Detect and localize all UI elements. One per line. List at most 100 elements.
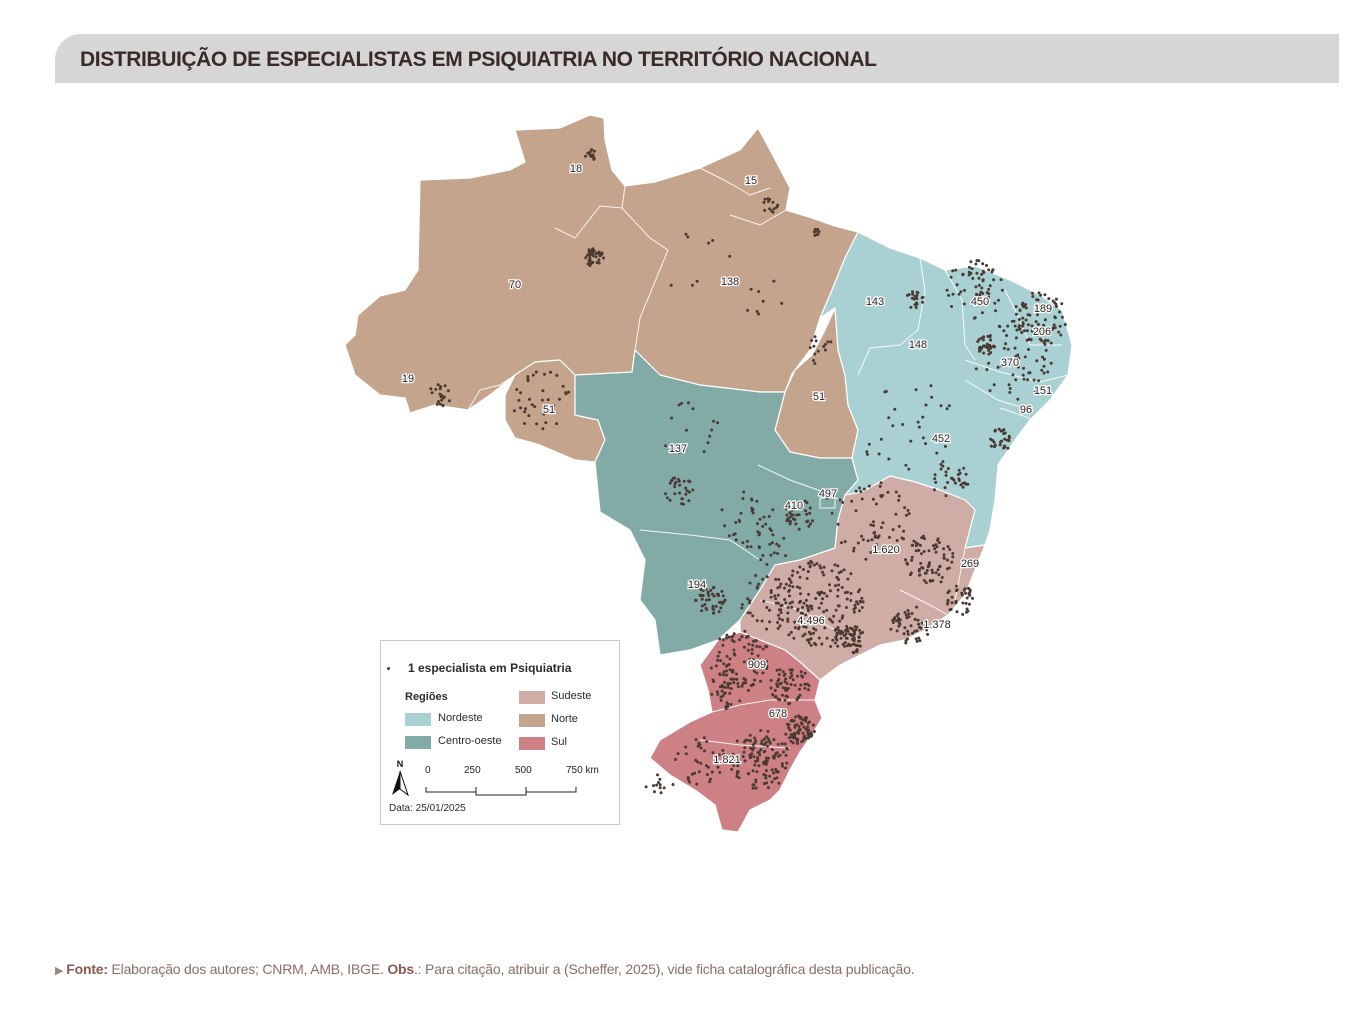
specialist-dot	[822, 573, 826, 577]
specialist-dot	[742, 645, 746, 649]
specialist-dot	[734, 538, 738, 542]
specialist-dot	[951, 292, 955, 296]
specialist-dot	[757, 290, 761, 293]
specialist-dot	[1021, 324, 1025, 328]
specialist-dot	[852, 610, 856, 614]
specialist-dot	[728, 682, 732, 685]
specialist-dot	[817, 606, 821, 610]
scale-tick-250: 250	[464, 765, 481, 776]
obs-label: Obs	[387, 961, 414, 977]
specialist-dot	[940, 576, 944, 579]
specialist-dot	[801, 605, 805, 609]
specialist-dot	[716, 658, 720, 662]
specialist-dot	[839, 570, 843, 574]
specialist-dot	[980, 336, 984, 340]
source-note: ▶ Fonte: Elaboração dos autores; CNRM, AM…	[55, 961, 915, 977]
specialist-dot	[732, 648, 736, 652]
specialist-dot	[597, 250, 601, 254]
specialist-dot	[551, 403, 555, 407]
specialist-dot	[591, 247, 595, 251]
specialist-dot	[699, 761, 703, 765]
specialist-dot	[784, 753, 788, 757]
specialist-dot	[721, 594, 725, 598]
state-count-am: 70	[509, 279, 521, 291]
specialist-dot	[785, 746, 789, 750]
specialist-dot	[761, 577, 765, 581]
specialist-dot	[591, 153, 595, 157]
specialist-dot	[517, 398, 521, 402]
specialist-dot	[669, 283, 673, 287]
specialist-dot	[813, 227, 817, 231]
specialist-dot	[852, 546, 856, 550]
specialist-dot	[591, 254, 595, 258]
specialist-dot	[778, 682, 782, 686]
specialist-dot	[914, 549, 918, 553]
specialist-dot	[696, 760, 700, 764]
specialist-dot	[760, 619, 764, 623]
specialist-dot	[721, 643, 725, 647]
specialist-dot	[920, 552, 923, 556]
specialist-dot	[910, 558, 914, 562]
legend-label-nordeste: Nordeste	[438, 712, 483, 724]
specialist-dot	[821, 615, 825, 619]
specialist-dot	[942, 553, 946, 557]
specialist-dot	[779, 611, 783, 615]
specialist-dot	[837, 583, 841, 587]
specialist-dot	[586, 151, 590, 155]
specialist-dot	[869, 523, 873, 527]
specialist-dot	[808, 565, 812, 569]
specialist-dot	[694, 738, 698, 742]
specialist-dot	[921, 436, 925, 440]
specialist-dot	[680, 502, 684, 506]
specialist-dot	[992, 383, 996, 387]
specialist-dot	[897, 524, 901, 528]
specialist-dot	[910, 611, 914, 615]
specialist-dot	[748, 739, 752, 742]
specialist-dot	[859, 490, 863, 494]
specialist-dot	[786, 517, 790, 521]
specialist-dot	[875, 543, 879, 547]
specialist-dot	[700, 594, 704, 598]
specialist-dot	[854, 509, 858, 513]
specialist-dot	[861, 631, 865, 634]
specialist-dot	[789, 506, 793, 510]
specialist-dot	[994, 309, 998, 313]
specialist-dot	[797, 513, 801, 517]
specialist-dot	[839, 629, 843, 633]
specialist-dot	[858, 644, 862, 648]
specialist-dot	[1008, 387, 1012, 390]
specialist-dot	[774, 577, 778, 581]
specialist-dot	[974, 262, 978, 266]
specialist-dot	[987, 287, 991, 291]
specialist-dot	[751, 786, 755, 790]
specialist-dot	[954, 481, 957, 485]
specialist-dot	[879, 437, 883, 441]
specialist-dot	[735, 772, 739, 776]
specialist-dot	[933, 473, 937, 477]
specialist-dot	[836, 626, 840, 629]
specialist-dot	[838, 498, 842, 502]
specialist-dot	[789, 683, 793, 686]
specialist-dot	[1036, 333, 1040, 337]
specialist-dot	[735, 677, 739, 681]
specialist-dot	[788, 522, 792, 526]
specialist-dot	[988, 284, 992, 288]
specialist-dot	[688, 780, 692, 784]
specialist-dot	[723, 691, 727, 695]
specialist-dot	[992, 445, 996, 449]
north-arrow-icon: N	[392, 759, 409, 797]
specialist-dot	[803, 682, 807, 686]
specialist-dot	[718, 672, 722, 676]
specialist-dot	[796, 607, 800, 611]
specialist-dot	[975, 259, 979, 262]
specialist-dot	[1017, 356, 1021, 360]
state-count-rj: 1.378	[923, 619, 951, 631]
specialist-dot	[742, 490, 746, 494]
specialist-dot	[765, 756, 768, 760]
specialist-dot	[764, 522, 768, 526]
legend-regions-title: Regiões	[405, 691, 448, 703]
specialist-dot	[720, 508, 724, 512]
specialist-dot	[753, 678, 757, 682]
specialist-dot	[926, 632, 930, 636]
specialist-dot	[776, 613, 780, 617]
